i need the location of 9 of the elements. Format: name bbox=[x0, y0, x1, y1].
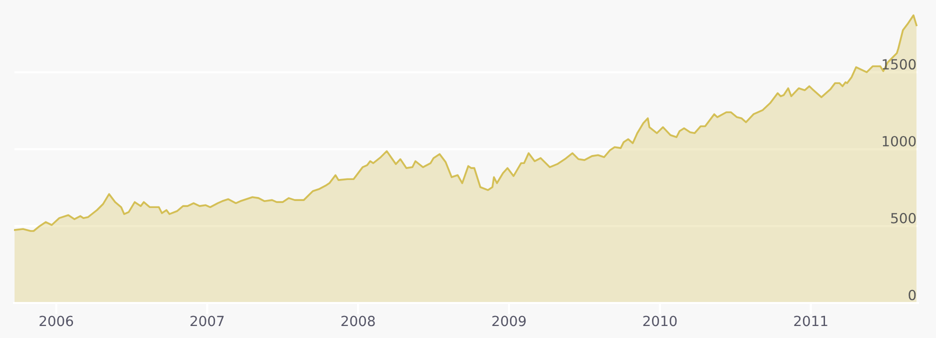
x-tick-label: 2011 bbox=[794, 316, 828, 326]
y-tick-label: 0 bbox=[908, 290, 916, 300]
y-tick-label: 1000 bbox=[882, 136, 916, 146]
y-tick-label: 500 bbox=[891, 212, 916, 224]
x-tick-label: 2009 bbox=[492, 316, 526, 326]
x-tick-label: 2010 bbox=[643, 316, 677, 326]
x-tick-label: 2006 bbox=[40, 316, 74, 326]
x-tick-label: 2008 bbox=[341, 316, 375, 326]
x-tick-label: 2007 bbox=[190, 316, 224, 326]
